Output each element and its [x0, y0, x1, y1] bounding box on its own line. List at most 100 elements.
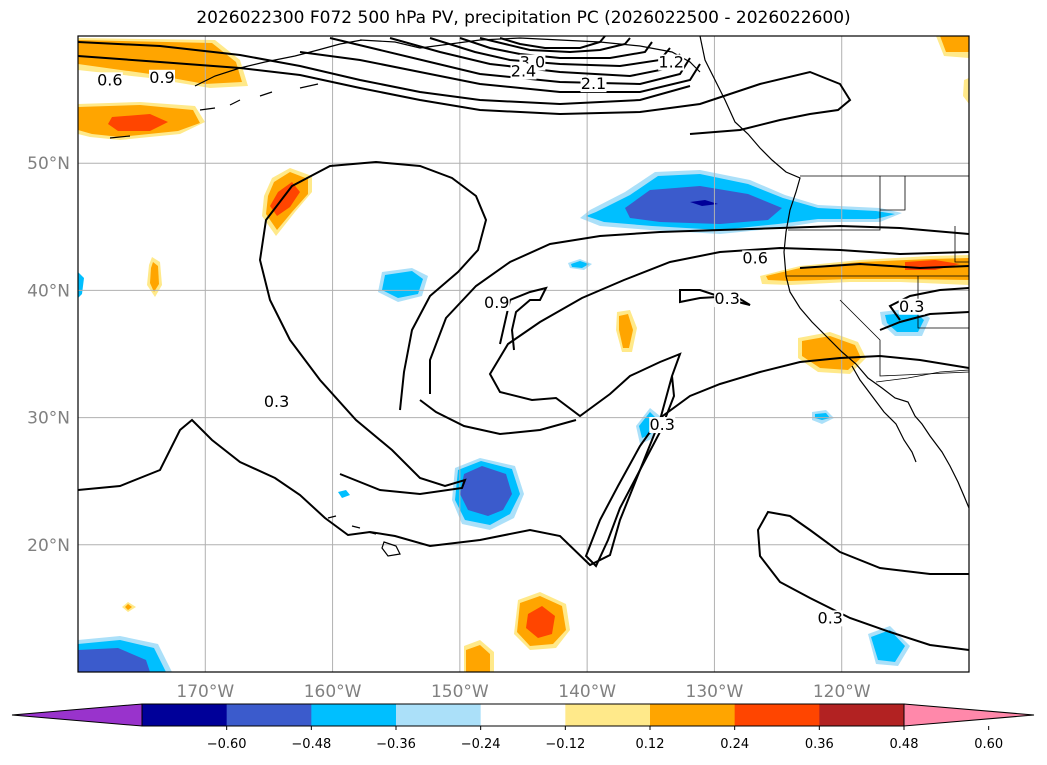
lon-tick-label: 170°W — [176, 682, 234, 702]
colorbar: −0.60 −0.48 −0.36 −0.24 −0.12 0.12 0.24 0.36 0.4… — [11, 703, 1035, 752]
colorbar-tick-label: −0.24 — [461, 737, 501, 752]
precip-positive-area — [802, 336, 861, 370]
pv-contour-3.0 — [499, 36, 606, 49]
colorbar-tick-label: −0.12 — [545, 737, 585, 752]
map-frame — [77, 35, 970, 673]
contour-label-bg — [817, 610, 844, 627]
pv-contour-0.9 — [499, 286, 548, 351]
colorbar-tick-label: −0.60 — [207, 737, 247, 752]
contour-label-bg — [96, 72, 123, 89]
colorbar-tick-label: −0.36 — [376, 737, 416, 752]
lon-tick-label: 160°W — [304, 682, 362, 702]
colorbar-segment — [226, 704, 312, 726]
colorbar-segment — [396, 704, 482, 726]
pv-contour-2.7 — [479, 37, 631, 54]
pv-contour-2.4 — [459, 37, 653, 59]
precip-shading — [78, 36, 969, 672]
colorbar-segment — [650, 704, 736, 726]
contour-label: 0.3 — [714, 289, 739, 308]
colorbar-segment — [311, 704, 397, 726]
colorbar-extend-high — [903, 703, 1035, 727]
contour-label: 2.4 — [511, 61, 536, 80]
contour-label-bg — [714, 291, 741, 308]
colorbar-segment — [565, 704, 651, 726]
contour-label-bg — [898, 298, 925, 315]
lon-tick-label: 130°W — [686, 682, 744, 702]
colorbar-tick-label: 0.12 — [636, 737, 665, 752]
precip-negative-area — [885, 312, 924, 332]
coastline-aleutians — [194, 39, 363, 87]
coastline-hawaii — [327, 515, 401, 557]
longitude-tick-labels: 170°W 160°W 150°W 140°W 130°W 120°W — [176, 682, 870, 702]
lon-tick-label: 120°W — [813, 682, 871, 702]
lat-tick-label: 30°N — [27, 409, 70, 429]
border-us-mexico — [875, 369, 969, 383]
chart-title: 2026022300 F072 500 hPa PV, precipitatio… — [196, 8, 851, 28]
colorbar-tick-label: 0.24 — [720, 737, 749, 752]
precip-negative-area — [338, 490, 350, 498]
precip-positive-area — [466, 645, 490, 672]
contour-label: 0.3 — [264, 392, 289, 411]
contour-label: 0.9 — [484, 293, 509, 312]
precip-negative-area — [871, 630, 905, 662]
contour-label: 0.3 — [899, 297, 924, 316]
colorbar-tick-label: 0.60 — [974, 737, 1003, 752]
colorbar-tick-label: 0.48 — [890, 737, 919, 752]
contour-label: 1.2 — [658, 53, 683, 72]
colorbar-segment — [142, 704, 228, 726]
contour-label: 0.3 — [650, 415, 675, 434]
coastline-alaska — [359, 37, 701, 73]
coastline-north-america — [699, 36, 969, 509]
pv-contour-0.6 — [419, 399, 577, 436]
coastline-baja — [851, 365, 917, 463]
pv-contour-0.3 — [78, 246, 969, 567]
pv-contour-0.3 — [584, 354, 969, 568]
precip-positive-area — [940, 36, 969, 52]
lat-tick-label: 40°N — [27, 281, 70, 301]
border-state — [839, 226, 969, 377]
contour-label: 0.3 — [818, 608, 843, 627]
lat-tick-label: 50°N — [27, 154, 70, 174]
precip-negative-area — [78, 272, 84, 298]
contour-label-bg — [742, 250, 769, 267]
precip-positive-area — [270, 182, 300, 216]
contour-label: 0.9 — [149, 68, 174, 87]
precip-positive-area — [963, 78, 969, 104]
pv-contour-0.3 — [879, 311, 969, 331]
contour-label: 0.6 — [97, 70, 122, 89]
lat-tick-label: 20°N — [27, 536, 70, 556]
precip-positive-area — [619, 314, 633, 348]
contour-label: 0.6 — [742, 248, 767, 267]
lon-tick-label: 150°W — [431, 682, 489, 702]
precip-positive-area — [108, 114, 168, 131]
colorbar-outline — [141, 703, 905, 727]
lon-tick-label: 140°W — [558, 682, 616, 702]
colorbar-tick-label: −0.48 — [291, 737, 331, 752]
contour-label-bg — [263, 394, 290, 411]
contour-labels: 3.02.42.11.20.90.60.90.60.3 0.30.30.30.3 — [96, 53, 925, 627]
colorbar-segment — [480, 704, 566, 726]
pv-contour-0.3 — [258, 160, 488, 496]
coastlines — [109, 36, 969, 557]
contour-label-bg — [658, 54, 685, 71]
contour-label-bg — [510, 63, 537, 80]
contour-label-bg — [649, 417, 676, 434]
colorbar-segment — [819, 704, 905, 726]
precip-negative-area — [815, 413, 830, 420]
pv-contour-0.6 — [799, 262, 969, 270]
contour-label: 2.1 — [581, 74, 606, 93]
precip-negative-area — [460, 466, 512, 516]
gridlines — [78, 36, 969, 672]
contour-label-bg — [483, 294, 510, 311]
pv-contour-0.3 — [888, 287, 969, 321]
precip-negative-area — [571, 261, 589, 268]
precip-negative-area — [382, 271, 423, 298]
pv-contour-1.2 — [299, 51, 701, 93]
border-state — [788, 176, 906, 231]
precip-negative-area — [690, 200, 718, 206]
contour-label-bg — [149, 69, 176, 86]
coastline-islands — [109, 83, 319, 139]
colorbar-segment — [734, 704, 820, 726]
pv-contour-0.6 — [78, 55, 852, 135]
pv-contour-0.6 — [429, 224, 969, 394]
